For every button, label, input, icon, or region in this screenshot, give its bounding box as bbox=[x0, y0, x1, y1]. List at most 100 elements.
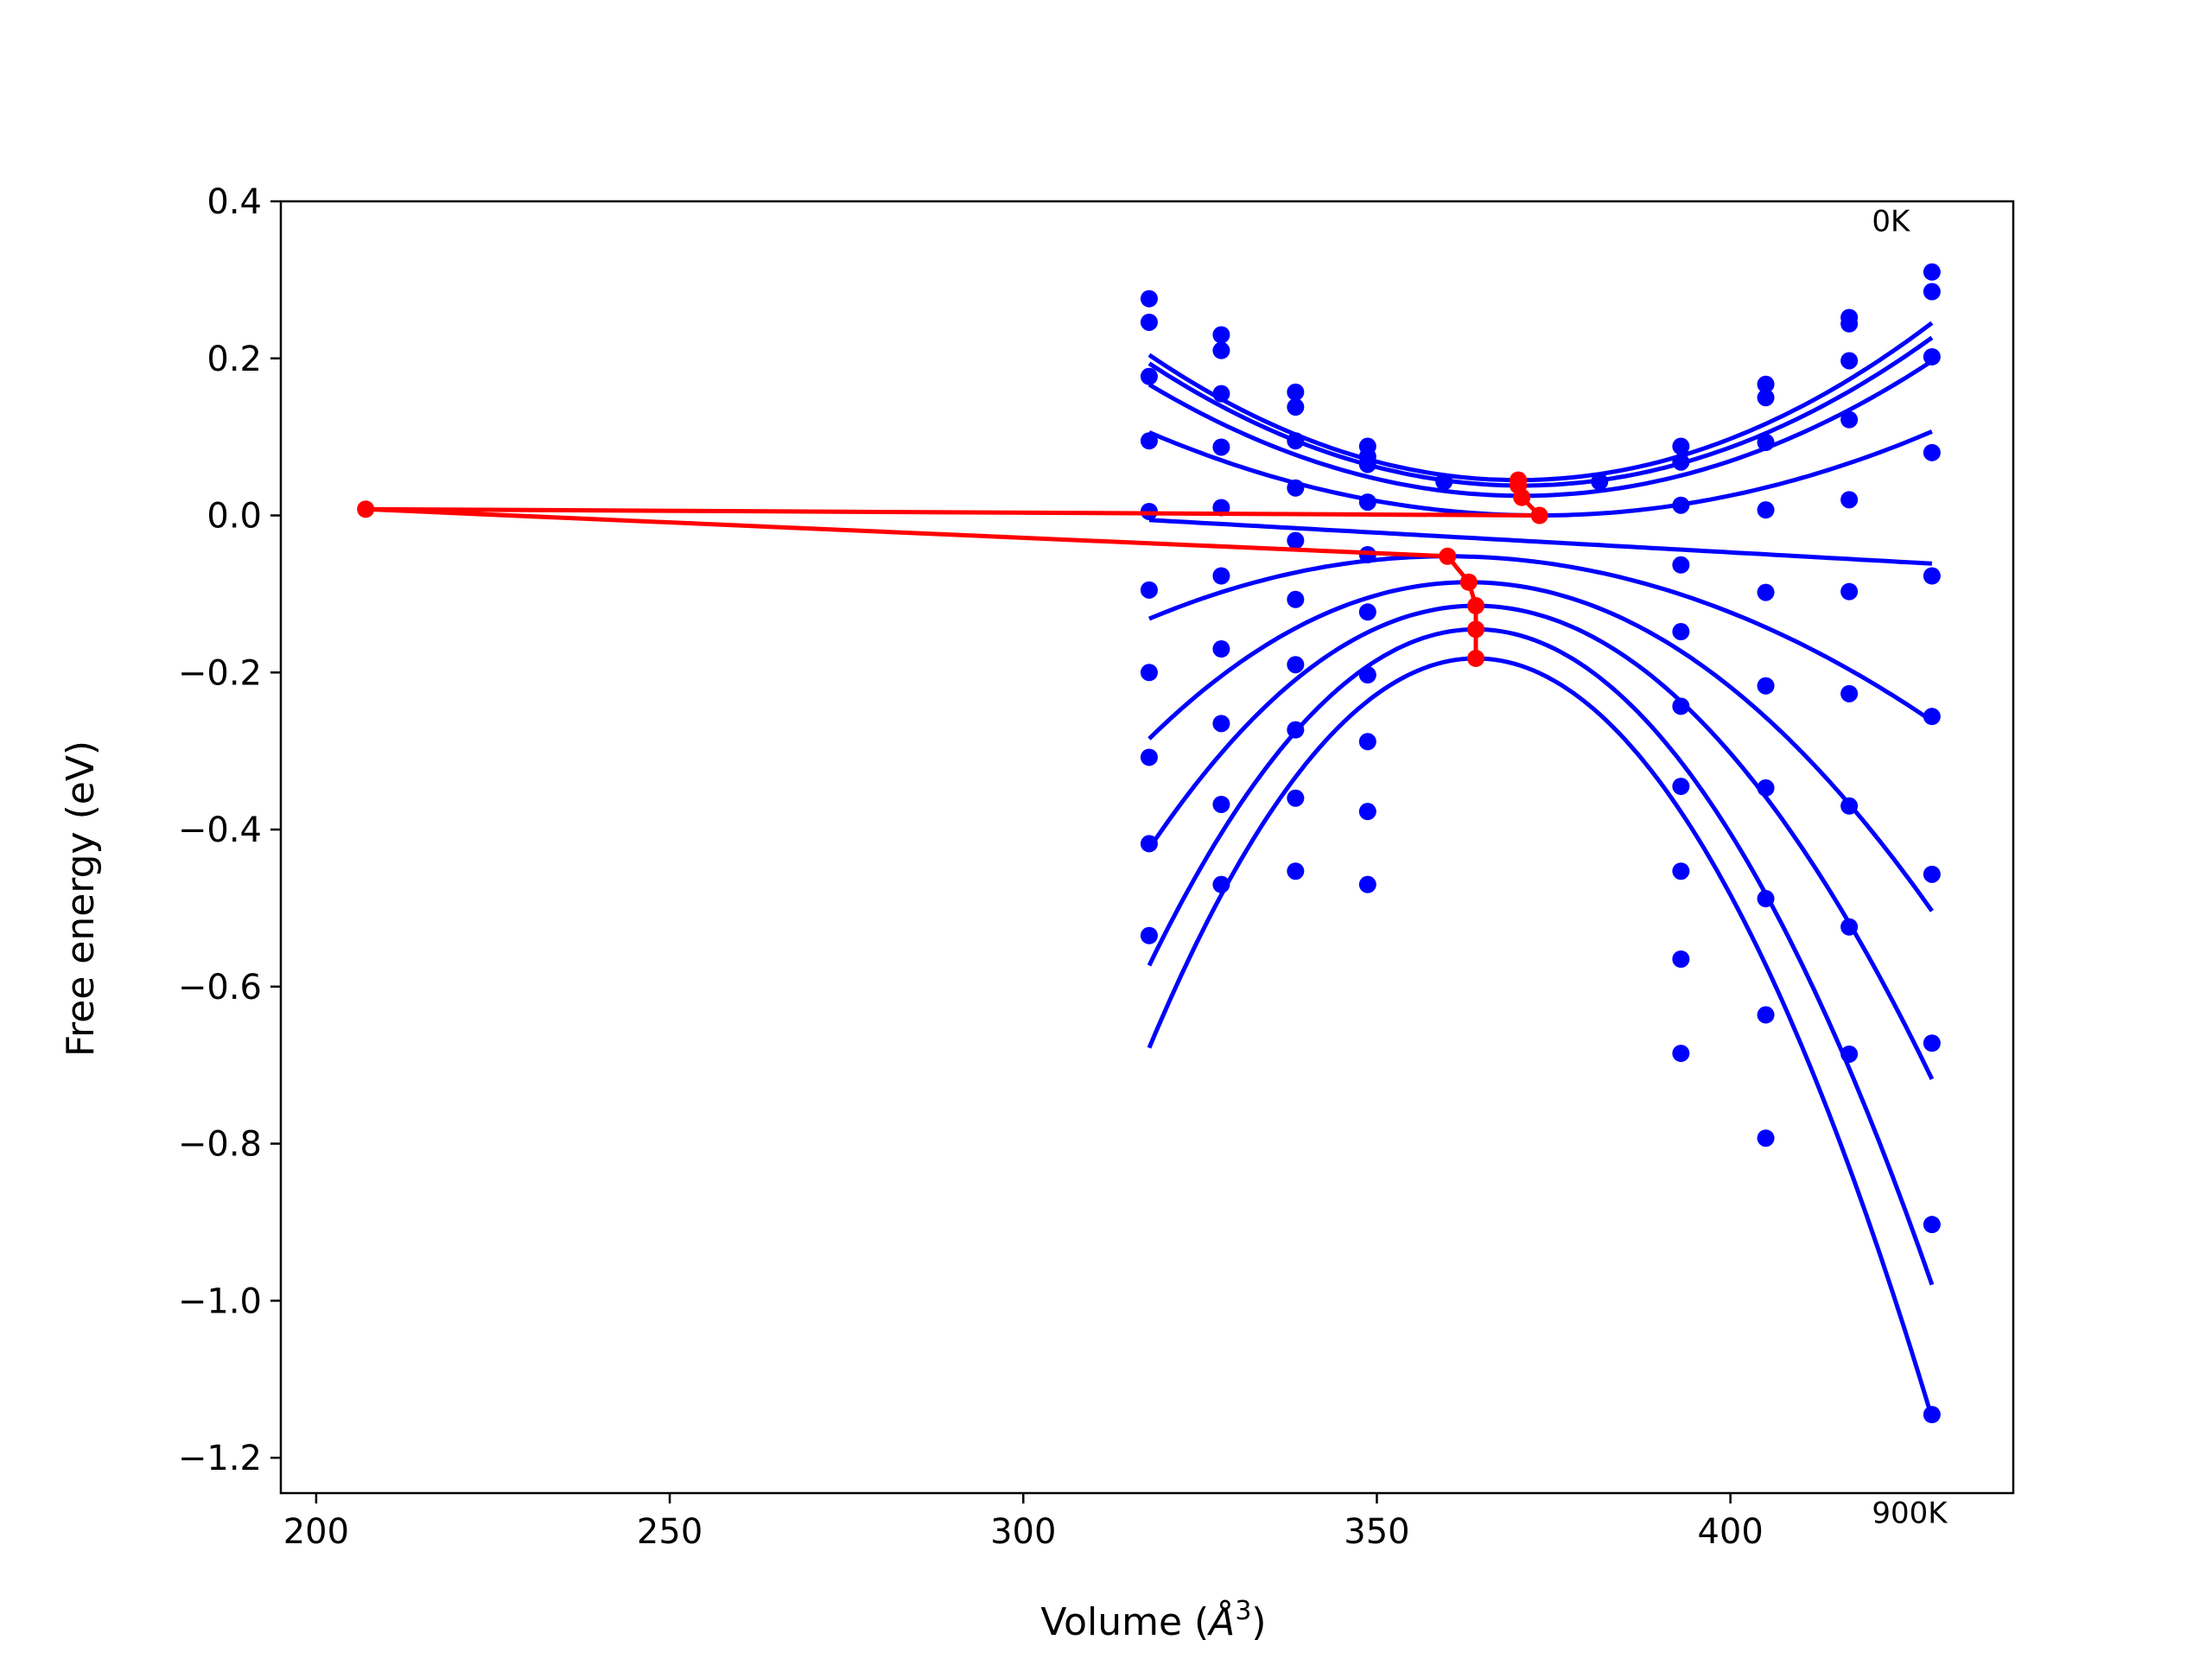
fit-curve-2 bbox=[1147, 359, 1934, 499]
y-tick-label: 0.4 bbox=[207, 182, 262, 222]
annotation-900k: 900K bbox=[1872, 1497, 1948, 1531]
data-point bbox=[1840, 684, 1859, 702]
plot-area bbox=[357, 263, 1941, 1424]
data-point bbox=[1591, 473, 1609, 491]
y-tick-label: −0.2 bbox=[178, 653, 262, 693]
x-tick-label: 200 bbox=[283, 1512, 349, 1552]
data-point bbox=[1140, 289, 1158, 308]
data-point bbox=[1840, 491, 1859, 509]
data-point bbox=[1672, 862, 1690, 880]
data-point bbox=[1140, 313, 1158, 331]
data-point bbox=[1840, 315, 1859, 333]
data-point bbox=[1358, 493, 1376, 512]
data-point bbox=[1757, 890, 1775, 908]
data-point bbox=[1140, 432, 1158, 450]
data-point bbox=[1140, 664, 1158, 682]
data-point bbox=[1212, 341, 1230, 359]
y-tick-label: −0.8 bbox=[178, 1125, 262, 1165]
data-point bbox=[1840, 410, 1859, 429]
fit-curve-7 bbox=[1147, 603, 1935, 1080]
minimum-point bbox=[357, 500, 375, 518]
data-point bbox=[1840, 352, 1859, 370]
data-point bbox=[1923, 1216, 1941, 1234]
y-tick-label: −1.0 bbox=[178, 1281, 262, 1321]
data-point bbox=[1212, 567, 1230, 585]
data-point bbox=[1757, 501, 1775, 519]
data-point bbox=[1923, 1406, 1941, 1424]
data-point bbox=[1840, 1045, 1859, 1063]
fit-curve-1 bbox=[1147, 335, 1934, 488]
data-point bbox=[1435, 473, 1453, 491]
data-point bbox=[1757, 677, 1775, 695]
data-point bbox=[1923, 567, 1941, 585]
fit-curve-0 bbox=[1147, 321, 1934, 483]
annotation-0k: 0K bbox=[1872, 205, 1911, 239]
data-point bbox=[1212, 326, 1230, 344]
data-point bbox=[1140, 926, 1158, 944]
data-point bbox=[1358, 875, 1376, 893]
x-tick-label: 400 bbox=[1697, 1512, 1763, 1552]
data-point bbox=[1757, 375, 1775, 393]
data-point bbox=[1672, 1045, 1690, 1063]
data-point bbox=[1672, 453, 1690, 471]
data-point bbox=[1212, 385, 1230, 403]
data-point bbox=[1923, 283, 1941, 301]
fit-curve-8 bbox=[1147, 626, 1935, 1286]
x-tick-label: 300 bbox=[990, 1512, 1056, 1552]
x-axis-label-close: ) bbox=[1251, 1600, 1266, 1644]
x-tick-label: 250 bbox=[637, 1512, 702, 1552]
data-point bbox=[1358, 733, 1376, 751]
x-tick-label: 350 bbox=[1344, 1512, 1409, 1552]
data-point bbox=[1923, 1034, 1941, 1052]
data-point bbox=[1672, 950, 1690, 969]
data-point bbox=[1287, 479, 1305, 497]
y-tick-label: −0.6 bbox=[178, 968, 262, 1007]
y-tick-label: −1.2 bbox=[178, 1439, 262, 1478]
data-point bbox=[1140, 835, 1158, 853]
x-axis-label-exponent: 3 bbox=[1235, 1596, 1251, 1626]
minimum-point bbox=[1467, 620, 1485, 639]
x-axis-label: Volume (Å3) bbox=[1040, 1596, 1266, 1644]
data-point bbox=[1923, 347, 1941, 365]
axes-frame bbox=[279, 200, 2015, 1495]
data-point bbox=[1672, 437, 1690, 455]
data-point bbox=[1358, 603, 1376, 621]
data-point bbox=[1287, 862, 1305, 880]
data-point bbox=[1757, 389, 1775, 407]
minimum-point bbox=[1467, 649, 1485, 667]
data-point bbox=[1287, 656, 1305, 674]
minimum-point bbox=[1513, 488, 1531, 506]
data-point bbox=[1672, 556, 1690, 574]
y-tick-label: −0.4 bbox=[178, 810, 262, 850]
data-point bbox=[1672, 697, 1690, 715]
data-point bbox=[1140, 748, 1158, 766]
data-point bbox=[1757, 434, 1775, 452]
data-point bbox=[1840, 797, 1859, 815]
data-point bbox=[1287, 383, 1305, 401]
data-point bbox=[1212, 875, 1230, 893]
data-point bbox=[1923, 865, 1941, 883]
minimum-point bbox=[1459, 573, 1478, 591]
data-point bbox=[1840, 582, 1859, 601]
data-point bbox=[1923, 708, 1941, 726]
data-point bbox=[1923, 443, 1941, 461]
data-point bbox=[1287, 590, 1305, 608]
fit-curve-9 bbox=[1147, 656, 1935, 1419]
data-point bbox=[1840, 918, 1859, 936]
data-point bbox=[1672, 496, 1690, 514]
data-point bbox=[1140, 581, 1158, 599]
fit-curve-4 bbox=[1148, 518, 1933, 566]
data-point bbox=[1287, 789, 1305, 807]
x-axis-label-symbol: Å bbox=[1206, 1599, 1235, 1644]
data-point bbox=[1212, 795, 1230, 813]
data-point bbox=[1358, 803, 1376, 821]
data-point bbox=[1757, 1006, 1775, 1024]
data-point bbox=[1757, 583, 1775, 601]
data-point bbox=[1212, 715, 1230, 733]
data-point bbox=[1672, 778, 1690, 796]
data-point bbox=[1212, 640, 1230, 658]
minimum-point bbox=[1439, 547, 1457, 565]
data-point bbox=[1923, 263, 1941, 281]
